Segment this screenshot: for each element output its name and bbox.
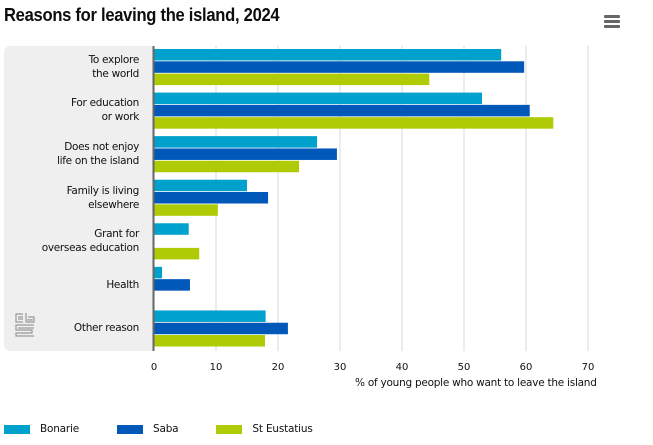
bar-bonarie[interactable]: Bonarie: 1.3 xyxy=(154,266,163,279)
bar-saba[interactable]: Saba: 5.8 xyxy=(154,279,190,291)
x-tick-label: 60 xyxy=(520,362,533,373)
x-tick-label: 30 xyxy=(334,362,347,373)
category-label: To explore the world xyxy=(88,53,140,80)
bars: Bonarie: 56Saba: 59.7St Eustatius: 44.4 B… xyxy=(154,49,554,347)
chart-title: Reasons for leaving the island, 2024 xyxy=(4,5,280,25)
x-tick-label: 0 xyxy=(151,362,157,373)
hamburger-menu-button[interactable] xyxy=(600,12,624,32)
category-label: Grant for overseas education xyxy=(41,228,140,255)
hamburger-menu-icon-bar xyxy=(604,20,620,23)
bar-saba[interactable]: Saba: 18.4 xyxy=(154,192,269,204)
legend-swatch xyxy=(117,424,144,434)
bar-bonarie[interactable]: Bonarie: 52.9 xyxy=(154,92,482,105)
bar-bonarie[interactable]: Bonarie: 26.3 xyxy=(154,136,318,148)
legend-swatch xyxy=(216,424,243,434)
legend-label: Bonarie xyxy=(40,423,80,435)
bar-bonarie[interactable]: Bonarie: 56 xyxy=(154,49,502,61)
category-label: Other reason xyxy=(73,322,139,335)
bar-saba[interactable]: Saba: 21.6 xyxy=(154,322,288,335)
bar-st-eustatius[interactable]: St Eustatius: 17.9 xyxy=(154,335,265,347)
x-axis-title: % of young people who want to leave the … xyxy=(355,377,597,389)
x-tick-label: 40 xyxy=(396,362,409,373)
hamburger-menu-icon-bar xyxy=(604,25,620,28)
bar-bonarie[interactable]: Bonarie: 5.6 xyxy=(154,223,189,235)
category-label: Health xyxy=(106,278,139,291)
x-tick-label: 10 xyxy=(210,362,223,373)
bar-st-eustatius[interactable]: St Eustatius: 23.4 xyxy=(154,160,300,173)
bar-saba[interactable]: Saba: 60.6 xyxy=(154,104,530,117)
cbs-logo-icon xyxy=(15,313,35,337)
bar-st-eustatius[interactable]: St Eustatius: 10.3 xyxy=(154,204,218,216)
legend-swatch xyxy=(4,424,30,434)
x-tick-label: 70 xyxy=(582,362,595,373)
category-label: For education or work xyxy=(71,97,139,124)
bar-bonarie[interactable]: Bonarie: 15 xyxy=(154,179,247,192)
category-label: Family is living elsewhere xyxy=(66,184,140,211)
x-tick-label: 20 xyxy=(272,362,285,373)
category-label: Does not enjoy life on the island xyxy=(57,140,139,167)
legend-label: St Eustatius xyxy=(252,423,313,435)
legend-item-saba[interactable]: Saba xyxy=(117,423,179,435)
legend-item-bonarie[interactable]: Bonarie xyxy=(4,423,79,435)
bar-st-eustatius[interactable]: St Eustatius: 7.3 xyxy=(154,247,200,260)
bar-saba[interactable]: Saba: 59.7 xyxy=(154,61,525,73)
bar-saba[interactable]: Saba: 29.5 xyxy=(154,148,337,160)
bar-st-eustatius[interactable]: St Eustatius: 64.4 xyxy=(154,117,554,129)
gridlines xyxy=(215,46,589,351)
legend-item-st-eustatius[interactable]: St Eustatius xyxy=(216,423,313,435)
category-label-panel xyxy=(4,46,154,351)
x-tick-label: 50 xyxy=(458,362,471,373)
hamburger-menu-icon xyxy=(604,15,620,18)
bar-bonarie[interactable]: Bonarie: 18 xyxy=(154,310,266,322)
bar-st-eustatius[interactable]: St Eustatius: 44.4 xyxy=(154,73,430,86)
legend: Bonarie Saba St Eustatius xyxy=(4,421,339,437)
x-axis-ticks: 0 10 20 30 40 50 60 70 xyxy=(151,362,595,373)
legend-label: Saba xyxy=(153,423,179,435)
